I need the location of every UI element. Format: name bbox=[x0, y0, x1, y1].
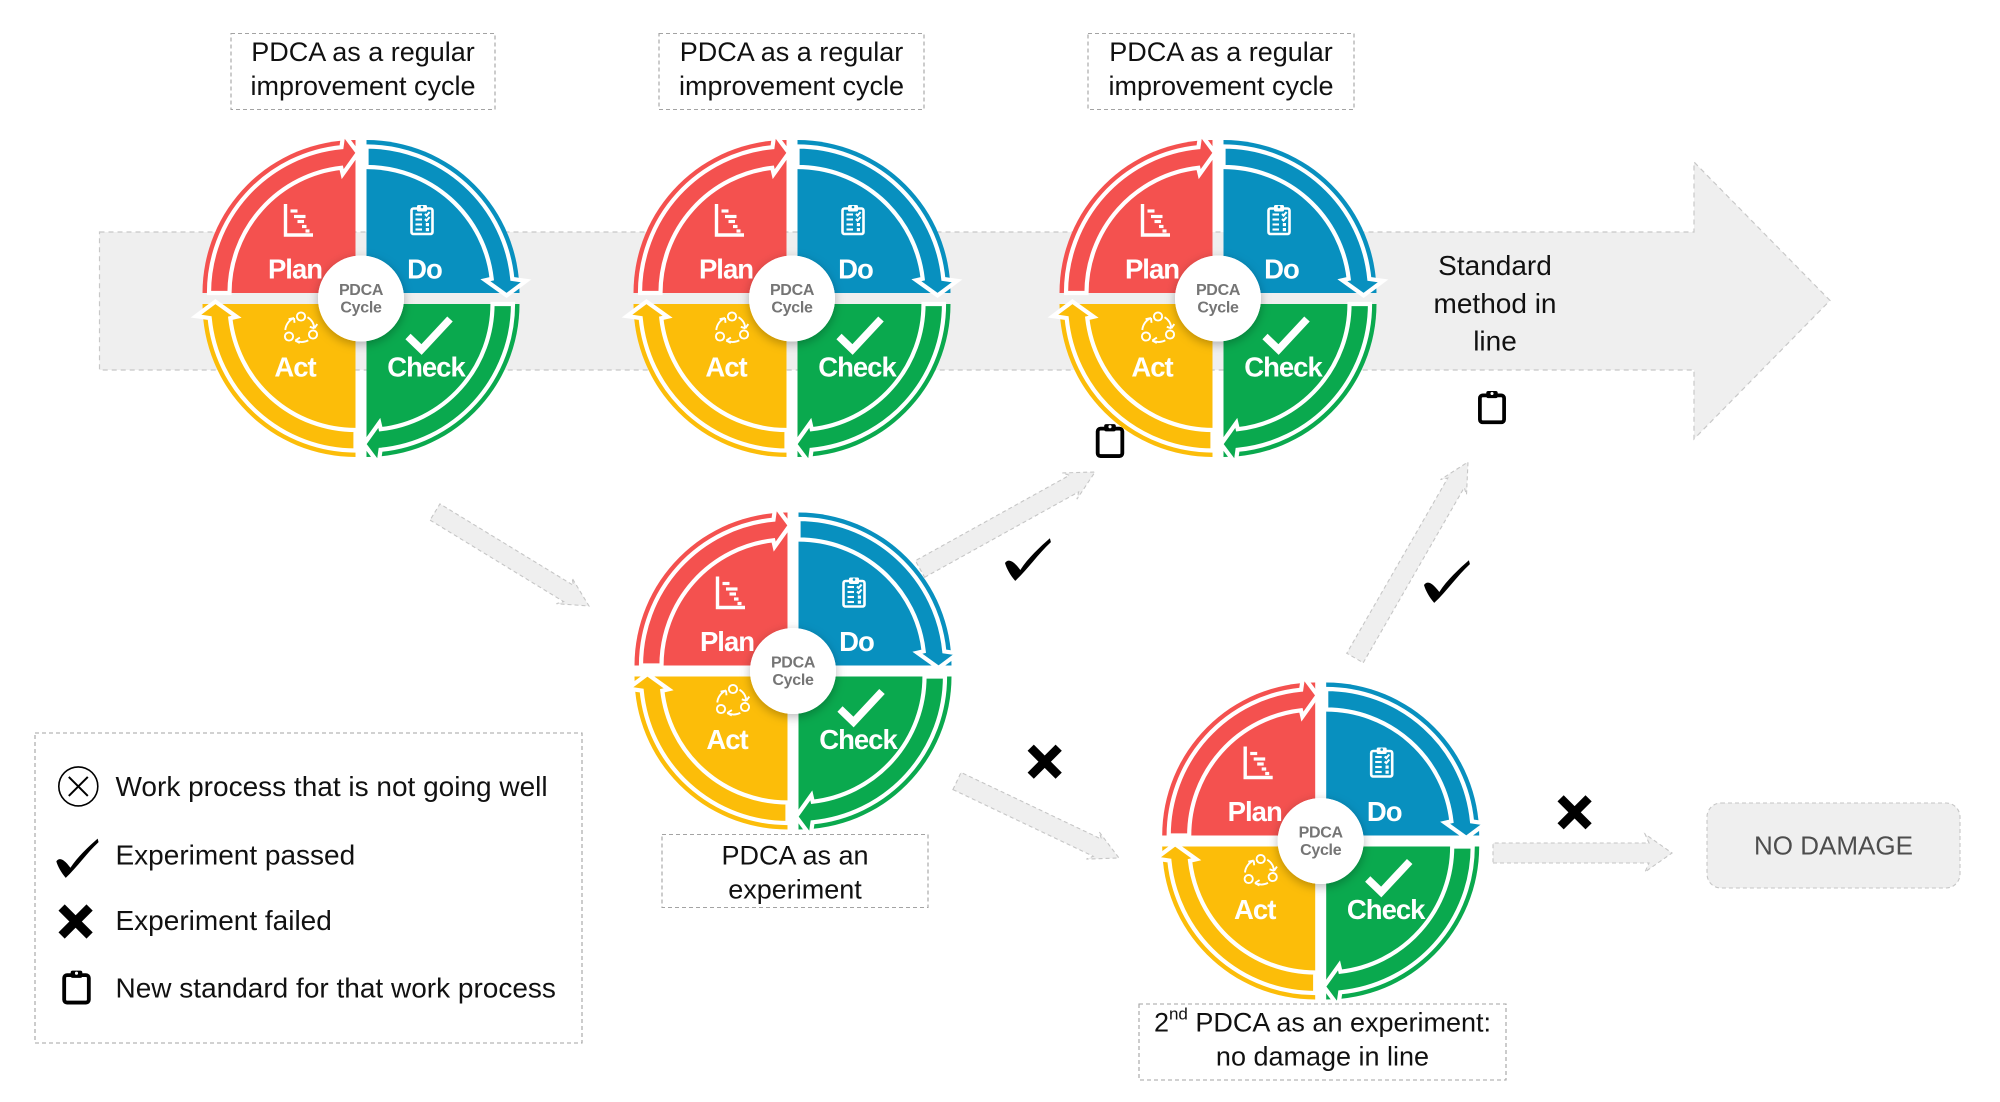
svg-text:PDCA as an: PDCA as an bbox=[721, 841, 868, 871]
svg-text:PDCA as a regular: PDCA as a regular bbox=[1109, 37, 1333, 67]
svg-text:no damage in line: no damage in line bbox=[1216, 1042, 1429, 1072]
svg-text:NO DAMAGE: NO DAMAGE bbox=[1754, 831, 1913, 861]
svg-text:improvement cycle: improvement cycle bbox=[679, 71, 904, 101]
svg-text:improvement cycle: improvement cycle bbox=[1108, 71, 1333, 101]
svg-text:PDCA as a regular: PDCA as a regular bbox=[251, 37, 475, 67]
svg-text:Work process that is not going: Work process that is not going well bbox=[116, 771, 548, 802]
svg-text:Standard: Standard bbox=[1438, 250, 1552, 281]
svg-text:experiment: experiment bbox=[728, 875, 862, 905]
svg-text:method in: method in bbox=[1434, 288, 1557, 319]
svg-text:Experiment failed: Experiment failed bbox=[116, 905, 332, 936]
svg-text:improvement cycle: improvement cycle bbox=[250, 71, 475, 101]
svg-text:line: line bbox=[1473, 326, 1517, 357]
svg-text:New standard for that work pro: New standard for that work process bbox=[116, 973, 556, 1004]
svg-text:PDCA as a regular: PDCA as a regular bbox=[680, 37, 904, 67]
svg-text:Experiment passed: Experiment passed bbox=[116, 840, 356, 871]
svg-text:2nd PDCA as an experiment:: 2nd PDCA as an experiment: bbox=[1154, 1004, 1491, 1038]
